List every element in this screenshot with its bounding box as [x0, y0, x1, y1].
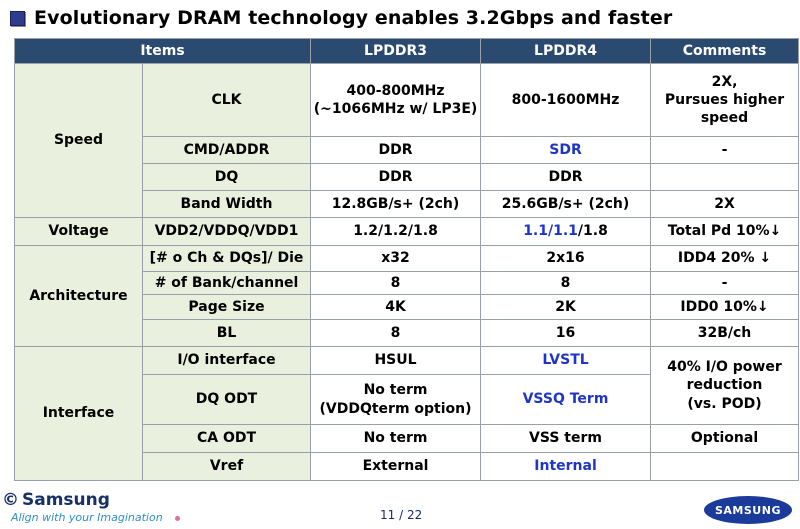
copyright: © Samsung — [2, 490, 180, 510]
cell-line: speed — [700, 110, 749, 127]
cell-line: (VDDQterm option) — [319, 400, 472, 417]
lpddr4-bl: 16 — [480, 319, 652, 347]
table-row: BL 8 16 32B/ch — [15, 319, 800, 347]
samsung-logo: SAMSUNG — [704, 496, 792, 524]
item-voltage: VDD2/VDDQ/VDD1 — [141, 217, 312, 246]
category-voltage: Voltage — [14, 217, 143, 246]
cell-line: 40% I/O power — [667, 359, 782, 376]
cell-line: 400-800MHz — [346, 82, 445, 99]
lpddr4-clk: 800-1600MHz — [480, 63, 652, 137]
comment-bl: 32B/ch — [650, 319, 800, 347]
table-header-row: Items LPDDR3 LPDDR4 Comments — [13, 38, 800, 64]
item-ch-dqs: [# o Ch & DQs]/ Die — [141, 245, 312, 272]
lpddr4-vref: Internal — [480, 452, 652, 481]
cell-line: (vs. POD) — [687, 395, 762, 412]
table-row: Architecture [# o Ch & DQs]/ Die x32 2x1… — [14, 245, 800, 347]
comment-bandwidth: 2X — [650, 190, 800, 218]
table-row: CMD/ADDR DDR SDR - — [15, 136, 800, 164]
lpddr3-bank: 8 — [310, 271, 482, 295]
table-row: Voltage VDD2/VDDQ/VDD1 1.2/1.2/1.8 1.1/1… — [14, 217, 800, 246]
voltage-highlight: 1.1/1.1 — [523, 223, 578, 240]
item-io-interface: I/O interface — [141, 346, 312, 375]
lpddr3-clk: 400-800MHz (~1066MHz w/ LP3E) — [310, 63, 482, 137]
lpddr4-dq: DDR — [480, 163, 652, 191]
tagline: Align with your Imagination — [11, 511, 180, 524]
table-row: Vref External Internal — [15, 452, 800, 481]
header-lpddr3: LPDDR3 — [310, 38, 482, 64]
item-dq: DQ — [141, 163, 312, 191]
comment-dq — [650, 163, 800, 191]
lpddr4-ch-dqs: 2x16 — [480, 245, 652, 272]
lpddr4-page-size: 2K — [480, 294, 652, 320]
lpddr3-voltage: 1.2/1.2/1.8 — [310, 217, 482, 246]
lpddr3-dq-odt: No term (VDDQterm option) — [310, 374, 482, 425]
item-vref: Vref — [141, 452, 312, 481]
lpddr3-page-size: 4K — [310, 294, 482, 320]
lpddr3-io-interface: HSUL — [310, 346, 482, 375]
table-row: # of Bank/channel 8 8 - — [15, 271, 800, 295]
item-page-size: Page Size — [141, 294, 312, 320]
cell-line: reduction — [686, 377, 763, 394]
tagline-text: Align with your Imagination — [11, 511, 163, 524]
lpddr3-ch-dqs: x32 — [310, 245, 482, 272]
item-clk: CLK — [141, 63, 312, 137]
comment-voltage: Total Pd 10%↓ — [650, 217, 800, 246]
footer-branding: © Samsung Align with your Imagination — [2, 490, 180, 524]
lpddr4-dq-odt: VSSQ Term — [480, 374, 652, 425]
lpddr3-vref: External — [310, 452, 482, 481]
item-cmd-addr: CMD/ADDR — [141, 136, 312, 164]
category-interface: Interface — [14, 346, 143, 481]
item-ca-odt: CA ODT — [141, 424, 312, 453]
logo-text: SAMSUNG — [715, 503, 781, 517]
cell-line: 2X, — [711, 73, 738, 90]
comparison-table: Items LPDDR3 LPDDR4 Comments Speed CLK 4… — [13, 38, 800, 481]
table-row: Band Width 12.8GB/s+ (2ch) 25.6GB/s+ (2c… — [15, 190, 800, 218]
lpddr4-ca-odt: VSS term — [480, 424, 652, 453]
comment-io-power: 40% I/O power reduction (vs. POD) — [650, 346, 800, 425]
dot-icon — [174, 515, 180, 521]
cell-line: Pursues higher — [664, 91, 785, 108]
cell-line: (~1066MHz w/ LP3E) — [313, 101, 478, 117]
comment-page-size: IDD0 10%↓ — [650, 294, 800, 320]
comment-ca-odt: Optional — [650, 424, 800, 453]
item-bl: BL — [141, 319, 312, 347]
header-lpddr4: LPDDR4 — [480, 38, 652, 64]
table-row: CA ODT No term VSS term Optional — [15, 424, 800, 453]
lpddr3-cmd: DDR — [310, 136, 482, 164]
table-row: Page Size 4K 2K IDD0 10%↓ — [15, 294, 800, 320]
category-architecture: Architecture — [14, 245, 143, 347]
header-comments: Comments — [650, 38, 800, 64]
slide-title-text: Evolutionary DRAM technology enables 3.2… — [34, 7, 673, 29]
header-items: Items — [13, 38, 312, 64]
square-bullet-icon — [10, 10, 25, 26]
comment-cmd: - — [650, 136, 800, 164]
slide-title: Evolutionary DRAM technology enables 3.2… — [10, 4, 672, 32]
copyright-icon: © — [2, 490, 19, 510]
lpddr4-cmd: SDR — [480, 136, 652, 164]
table-row: DQ ODT No term (VDDQterm option) VSSQ Ter… — [15, 374, 799, 425]
lpddr4-io-interface: LVSTL — [480, 346, 652, 375]
comment-vref — [650, 452, 800, 481]
comment-clk: 2X, Pursues higher speed — [650, 63, 800, 137]
category-speed: Speed — [14, 63, 143, 218]
comment-ch-dqs: IDD4 20% ↓ — [650, 245, 800, 272]
cell-line: No term — [363, 382, 428, 399]
item-dq-odt: DQ ODT — [141, 374, 312, 425]
table-row: Speed CLK 400-800MHz (~1066MHz w/ LP3E) 8… — [14, 63, 800, 218]
lpddr3-bandwidth: 12.8GB/s+ (2ch) — [310, 190, 482, 218]
company-name: Samsung — [22, 490, 110, 510]
table-row: Interface I/O interface HSUL LVSTL 40% I… — [14, 346, 800, 481]
voltage-rest: /1.8 — [577, 223, 608, 240]
lpddr3-bl: 8 — [310, 319, 482, 347]
lpddr3-ca-odt: No term — [310, 424, 482, 453]
item-bandwidth: Band Width — [141, 190, 312, 218]
comment-bank: - — [650, 271, 800, 295]
table-row: DQ DDR DDR — [15, 163, 800, 191]
lpddr4-bank: 8 — [480, 271, 652, 295]
lpddr3-dq: DDR — [310, 163, 482, 191]
lpddr4-voltage: 1.1/1.1/1.8 — [480, 217, 652, 246]
lpddr4-bandwidth: 25.6GB/s+ (2ch) — [480, 190, 652, 218]
page-number: 11 / 22 — [380, 508, 423, 522]
item-bank: # of Bank/channel — [141, 271, 312, 295]
